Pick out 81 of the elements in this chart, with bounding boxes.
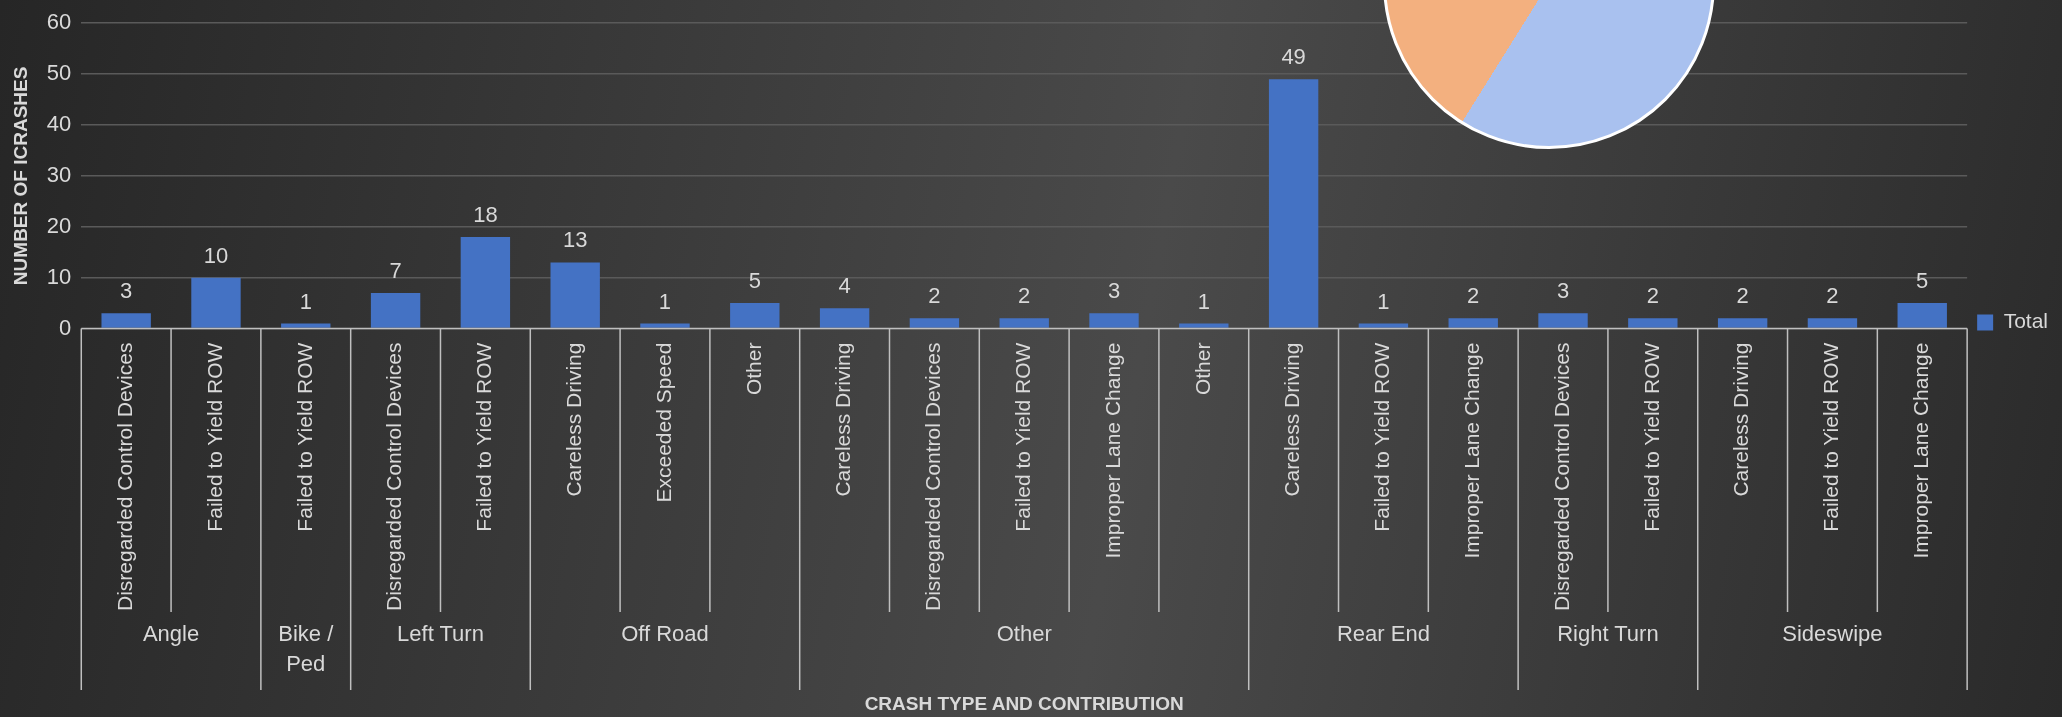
bar [1358, 323, 1409, 328]
text: Rear End [1336, 621, 1430, 647]
data-label: 2 [1646, 283, 1659, 309]
text: Sideswipe [1782, 621, 1883, 647]
y-tick-label: 60 [46, 9, 72, 35]
x-axis-title: CRASH TYPE AND CONTRIBUTION [864, 693, 1184, 715]
data-label: 3 [1556, 278, 1570, 304]
x-tick-label: Careless Driving [1280, 342, 1304, 497]
data-label: 2 [1467, 283, 1480, 309]
data-label: 3 [120, 278, 133, 304]
text: Other [996, 621, 1052, 647]
bar [1538, 313, 1588, 328]
bar [1807, 318, 1858, 328]
data-label: 3 [1107, 278, 1121, 304]
text: Left Turn [397, 621, 484, 647]
y-tick-label: 40 [46, 111, 72, 137]
data-label: 10 [203, 242, 229, 268]
x-tick-label: Improper Lane Change [1460, 342, 1484, 559]
bar [640, 323, 690, 328]
data-label: 4 [838, 273, 851, 299]
x-tick-label: Failed to Yield ROW [472, 342, 496, 532]
data-label: 2 [928, 283, 941, 309]
bar [1897, 303, 1947, 328]
x-tick-label: Failed to Yield ROW [202, 342, 226, 532]
x-tick-label: Careless Driving [831, 342, 855, 497]
text: Bike / Ped [278, 621, 335, 677]
legend-label: Total [2003, 309, 2048, 333]
data-label: 1 [1377, 288, 1390, 314]
data-label: 5 [1916, 268, 1929, 294]
bar [281, 323, 331, 328]
data-label: 1 [1197, 288, 1210, 314]
bar [1268, 79, 1319, 328]
data-label: 5 [748, 268, 761, 294]
x-tick-label: Improper Lane Change [1909, 342, 1933, 559]
bar [460, 236, 511, 328]
data-label: 1 [299, 288, 312, 314]
y-tick-label: 10 [46, 263, 72, 289]
x-tick-label: Careless Driving [561, 342, 585, 497]
data-label: 2 [1826, 283, 1839, 309]
x-tick-label: Disregarded Control Devices [921, 342, 945, 612]
x-tick-label: Improper Lane Change [1100, 342, 1124, 559]
bar [550, 262, 600, 328]
x-tick-label: Disregarded Control Devices [1549, 342, 1573, 612]
text: Angle [142, 621, 200, 647]
bar [1448, 318, 1498, 328]
x-tick-label: Disregarded Control Devices [382, 342, 406, 612]
text: Off Road [621, 621, 709, 647]
bar [730, 303, 780, 328]
data-label: 1 [658, 288, 672, 314]
x-tick-label: Failed to Yield ROW [292, 342, 316, 532]
bar [819, 308, 870, 328]
x-tick-label: Failed to Yield ROW [1011, 342, 1034, 532]
y-tick-label: 20 [46, 212, 72, 238]
y-axis-title: NUMBER OF ICRASHES [9, 66, 31, 286]
bar [909, 318, 960, 328]
data-label: 2 [1736, 283, 1749, 309]
bar [1717, 318, 1768, 328]
x-tick-label: Other [741, 342, 765, 396]
bar [370, 292, 421, 328]
bar [1179, 323, 1229, 328]
y-tick-label: 30 [46, 161, 72, 187]
x-tick-label: Failed to Yield ROW [1819, 342, 1843, 532]
x-tick-label: Disregarded Control Devices [112, 342, 136, 612]
bar [191, 277, 241, 328]
x-tick-label: Careless Driving [1729, 342, 1753, 497]
data-label: 49 [1281, 44, 1306, 70]
x-tick-label: Failed to Yield ROW [1370, 342, 1394, 532]
data-label: 13 [562, 227, 588, 253]
bar [999, 318, 1049, 328]
bar [1628, 318, 1678, 328]
x-tick-label: Exceeded Speed [651, 342, 675, 503]
y-tick-label: 0 [59, 314, 72, 340]
x-tick-label: Other [1190, 342, 1214, 396]
data-label: 18 [473, 202, 498, 228]
bar [101, 313, 151, 328]
x-tick-label: Failed to Yield ROW [1639, 342, 1663, 532]
data-label: 7 [389, 257, 402, 283]
bar [1089, 313, 1139, 328]
text: Right Turn [1557, 621, 1659, 647]
data-label: 2 [1018, 283, 1031, 309]
y-tick-label: 50 [46, 60, 72, 86]
